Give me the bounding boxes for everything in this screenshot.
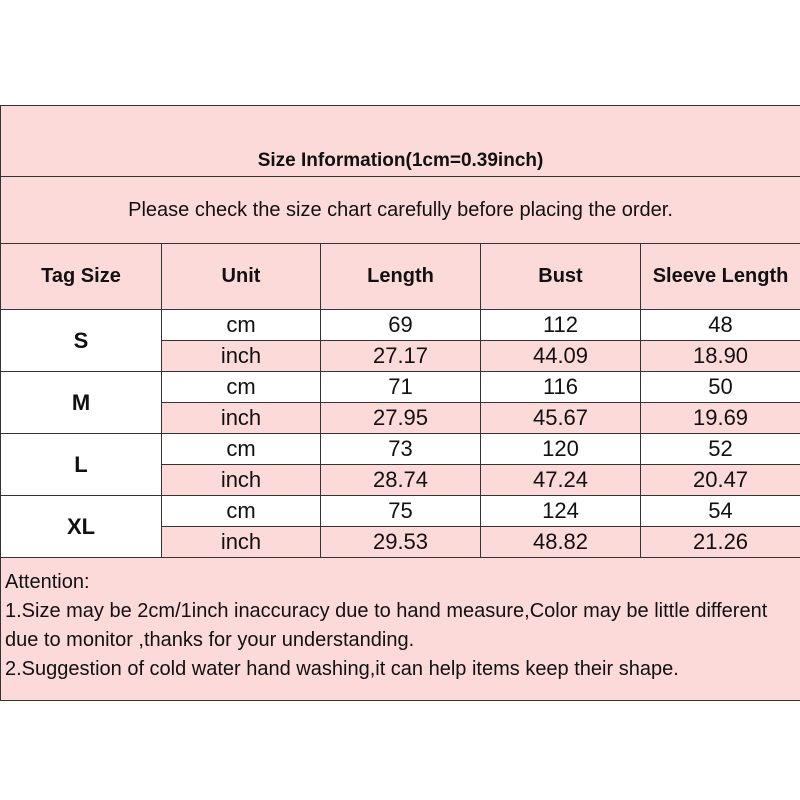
length-cell: 71 <box>320 371 481 403</box>
sleeve-length-cell: 50 <box>639 371 800 403</box>
header-unit: Unit <box>161 243 321 310</box>
sleeve-length-cell: 54 <box>639 495 800 527</box>
sleeve-length-cell: 18.90 <box>639 340 800 372</box>
sleeve-length-cell: 20.47 <box>639 464 800 496</box>
bust-cell: 116 <box>480 371 641 403</box>
attention-heading: Attention: <box>5 571 90 593</box>
bust-cell: 48.82 <box>480 526 641 558</box>
length-cell: 27.95 <box>320 402 481 434</box>
sleeve-length-cell: 21.26 <box>639 526 800 558</box>
bust-cell: 45.67 <box>480 402 641 434</box>
header-sleeve-length: Sleeve Length <box>639 243 800 310</box>
tag-size-cell: XL <box>0 495 162 558</box>
sleeve-length-cell: 19.69 <box>639 402 800 434</box>
unit-cell: cm <box>161 433 321 465</box>
unit-cell: cm <box>161 309 321 341</box>
bust-cell: 124 <box>480 495 641 527</box>
tag-size-cell: S <box>0 309 162 372</box>
header-tag-size: Tag Size <box>0 243 162 310</box>
header-bust: Bust <box>480 243 641 310</box>
tag-size-cell: M <box>0 371 162 434</box>
tag-size-cell: L <box>0 433 162 496</box>
bust-cell: 47.24 <box>480 464 641 496</box>
table-row: inch 27.95 45.67 19.69 <box>1 402 800 434</box>
attention-line-2: 2.Suggestion of cold water hand washing,… <box>5 658 679 680</box>
unit-cell: inch <box>161 340 321 372</box>
length-cell: 75 <box>320 495 481 527</box>
table-row: inch 28.74 47.24 20.47 <box>1 464 800 496</box>
length-cell: 69 <box>320 309 481 341</box>
unit-cell: cm <box>161 371 321 403</box>
sleeve-length-cell: 48 <box>639 309 800 341</box>
sleeve-length-cell: 52 <box>639 433 800 465</box>
size-chart: Size Information(1cm=0.39inch) Please ch… <box>0 105 800 701</box>
bust-cell: 112 <box>480 309 641 341</box>
bust-cell: 44.09 <box>480 340 641 372</box>
attention-line-1: 1.Size may be 2cm/1inch inaccuracy due t… <box>5 600 773 651</box>
size-table: Size Information(1cm=0.39inch) Please ch… <box>0 105 800 701</box>
chart-subtitle: Please check the size chart carefully be… <box>0 176 800 244</box>
chart-title: Size Information(1cm=0.39inch) <box>0 105 800 177</box>
header-length: Length <box>320 243 481 310</box>
unit-cell: inch <box>161 526 321 558</box>
table-row: inch 27.17 44.09 18.90 <box>1 340 800 372</box>
unit-cell: inch <box>161 464 321 496</box>
attention-note: Attention: 1.Size may be 2cm/1inch inacc… <box>0 557 800 701</box>
bust-cell: 120 <box>480 433 641 465</box>
length-cell: 29.53 <box>320 526 481 558</box>
unit-cell: inch <box>161 402 321 434</box>
table-row: XL cm 75 124 54 <box>0 495 800 558</box>
length-cell: 73 <box>320 433 481 465</box>
length-cell: 28.74 <box>320 464 481 496</box>
length-cell: 27.17 <box>320 340 481 372</box>
unit-cell: cm <box>161 495 321 527</box>
